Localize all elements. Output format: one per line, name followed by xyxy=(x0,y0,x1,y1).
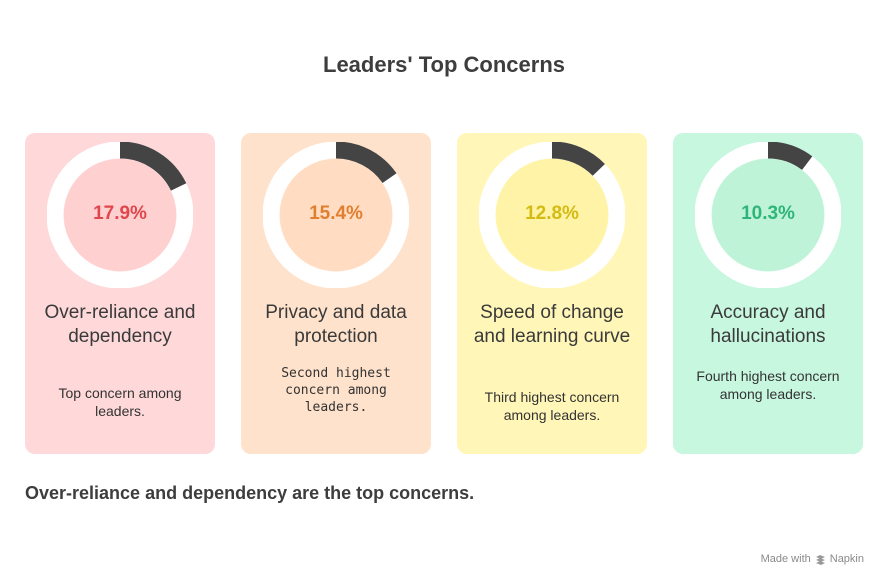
concern-description: Fourth highest concern among leaders. xyxy=(696,368,840,402)
percent-label: 17.9% xyxy=(93,203,147,224)
ring-progress-arc xyxy=(335,142,397,184)
ring-inner-fill xyxy=(64,159,176,271)
ring-inner-fill xyxy=(280,159,392,271)
napkin-logo-icon xyxy=(815,554,825,565)
concern-card-accuracy: 10.3% Accuracy and hallucinations Fourth… xyxy=(673,133,863,454)
donut-ring xyxy=(263,142,409,288)
concern-description: Third highest concern among leaders. xyxy=(484,389,620,423)
concern-heading: Speed of change and learning curve xyxy=(473,302,631,347)
donut-ring xyxy=(47,142,193,288)
credit-prefix: Made with xyxy=(760,553,811,565)
concern-card-over-reliance: 17.9% Over-reliance and dependency Top c… xyxy=(25,133,215,454)
ring-progress-arc xyxy=(119,142,187,191)
summary-text: Over-reliance and dependency are the top… xyxy=(25,483,475,503)
concern-description: Second highest concern among leaders. xyxy=(281,366,391,415)
percent-label: 15.4% xyxy=(309,203,363,224)
concern-heading: Over-reliance and dependency xyxy=(44,302,196,347)
ring-progress-arc xyxy=(551,142,605,177)
made-with-napkin-credit[interactable]: Made with Napkin xyxy=(761,553,864,565)
page-title: Leaders' Top Concerns xyxy=(323,52,565,77)
concern-card-privacy: 15.4% Privacy and data protection Second… xyxy=(241,133,431,454)
ring-progress-arc xyxy=(767,142,813,171)
credit-brand: Napkin xyxy=(829,553,864,565)
concern-description: Top concern among leaders. xyxy=(58,385,182,419)
concern-heading: Accuracy and hallucinations xyxy=(710,302,826,347)
percent-label: 10.3% xyxy=(741,203,795,224)
donut-ring xyxy=(479,142,625,288)
ring-inner-fill xyxy=(496,159,608,271)
percent-label: 12.8% xyxy=(525,203,579,224)
ring-inner-fill xyxy=(712,159,824,271)
donut-ring xyxy=(695,142,841,288)
concern-heading: Privacy and data protection xyxy=(265,302,407,347)
concern-card-speed-of-change: 12.8% Speed of change and learning curve… xyxy=(457,133,647,454)
